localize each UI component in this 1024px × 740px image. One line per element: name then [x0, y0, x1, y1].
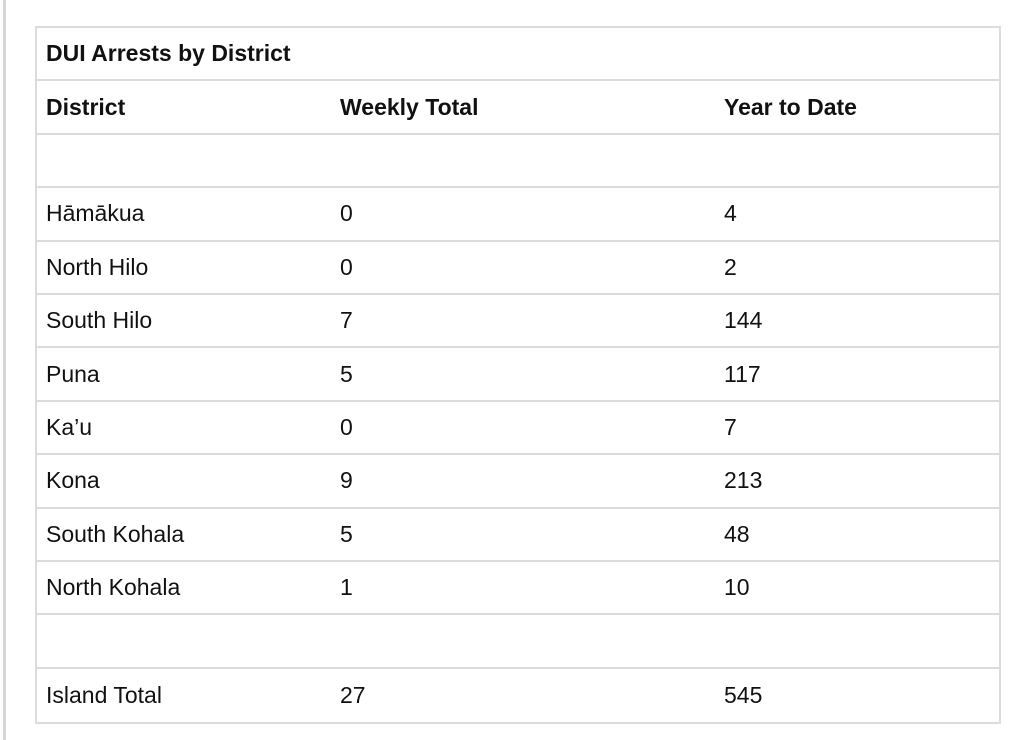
column-header-district: District — [46, 93, 126, 120]
district-cell: Ka’u — [46, 413, 93, 440]
year-to-date-cell: 545 — [724, 681, 763, 708]
table-header-row: District Weekly Total Year to Date — [37, 81, 999, 135]
weekly-total-cell: 0 — [340, 200, 353, 227]
table-row: Kona 9 213 — [37, 455, 999, 509]
dui-arrests-table: DUI Arrests by District District Weekly … — [35, 26, 1001, 725]
year-to-date-cell: 144 — [724, 307, 763, 334]
table-title: DUI Arrests by District — [46, 40, 291, 67]
weekly-total-cell: 0 — [340, 413, 353, 440]
weekly-total-cell: 5 — [340, 360, 353, 387]
table-row: North Hilo 0 2 — [37, 242, 999, 295]
table-row: South Hilo 7 144 — [37, 295, 999, 349]
year-to-date-cell: 4 — [724, 200, 737, 227]
column-header-weekly-total: Weekly Total — [340, 93, 479, 120]
year-to-date-cell: 7 — [724, 413, 737, 440]
district-cell: South Hilo — [46, 307, 153, 334]
weekly-total-cell: 9 — [340, 467, 353, 494]
weekly-total-cell: 7 — [340, 307, 353, 334]
year-to-date-cell: 2 — [724, 253, 737, 280]
weekly-total-cell: 5 — [340, 520, 353, 547]
district-cell: Kona — [46, 467, 100, 494]
table-row: Puna 5 117 — [37, 348, 999, 402]
district-cell: South Kohala — [46, 520, 185, 547]
table-row-spacer — [37, 615, 999, 669]
year-to-date-cell: 10 — [724, 574, 750, 601]
table-row: Hāmākua 0 4 — [37, 188, 999, 242]
district-cell: Hāmākua — [46, 200, 145, 227]
weekly-total-cell: 27 — [340, 681, 366, 708]
year-to-date-cell: 117 — [724, 360, 761, 387]
year-to-date-cell: 213 — [724, 467, 763, 494]
column-header-year-to-date: Year to Date — [724, 93, 857, 120]
district-cell: Island Total — [46, 681, 162, 708]
district-cell: North Hilo — [46, 253, 149, 280]
weekly-total-cell: 0 — [340, 253, 353, 280]
year-to-date-cell: 48 — [724, 520, 750, 547]
weekly-total-cell: 1 — [340, 574, 353, 601]
district-cell: Puna — [46, 360, 100, 387]
table-title-row: DUI Arrests by District — [37, 28, 999, 82]
table-row: South Kohala 5 48 — [37, 509, 999, 562]
table-row-spacer — [37, 135, 999, 189]
left-edge-rule — [3, 0, 6, 740]
table-row: Ka’u 0 7 — [37, 402, 999, 456]
district-cell: North Kohala — [46, 574, 181, 601]
table-row: North Kohala 1 10 — [37, 562, 999, 616]
table-row-island-total: Island Total 27 545 — [37, 669, 999, 722]
